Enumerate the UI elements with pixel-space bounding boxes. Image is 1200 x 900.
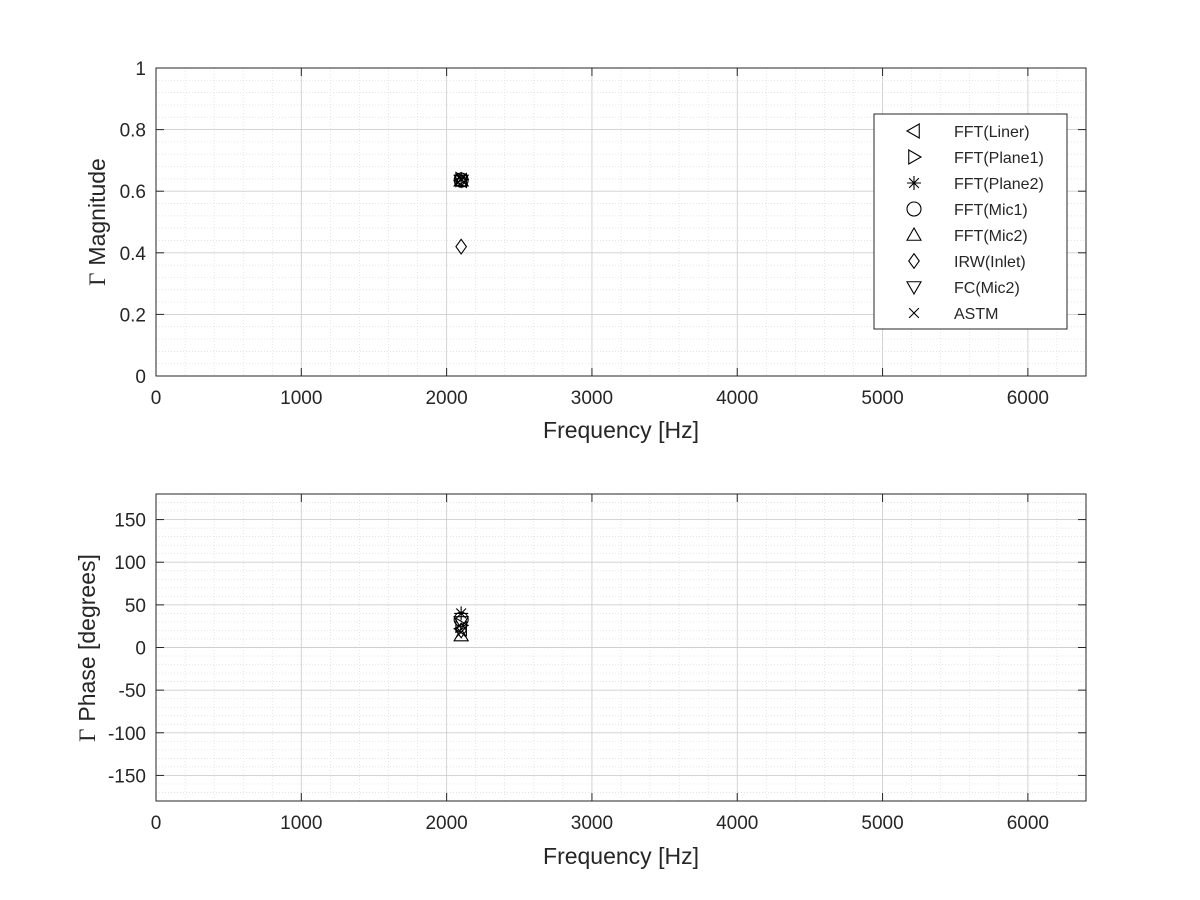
- y-axis-label: Γ Magnitude: [84, 158, 110, 286]
- x-tick-label: 0: [151, 813, 162, 834]
- y-tick-label: 0: [135, 639, 146, 660]
- legend-marker-x: [908, 307, 920, 319]
- x-tick-labels: 0 1000 2000 3000 4000 5000 6000: [151, 813, 1049, 834]
- data-point-triangle-right: [455, 617, 470, 634]
- data-point-triangle-down: [453, 174, 470, 189]
- legend-entry-label: FFT(Liner): [954, 124, 1030, 141]
- x-tick-label: 3000: [571, 813, 613, 834]
- legend-marker-diamond: [908, 252, 920, 270]
- data-point-x: [455, 174, 467, 186]
- data-point-asterisk: [454, 606, 469, 621]
- x-tick-label: 4000: [716, 813, 758, 834]
- legend-entry-label: FFT(Mic1): [954, 202, 1028, 219]
- y-tick-label: 100: [114, 553, 146, 574]
- data-markers: [453, 171, 470, 255]
- data-point-circle: [453, 611, 469, 627]
- x-tick-label: 5000: [861, 813, 903, 834]
- y-axis-text: Magnitude: [84, 158, 110, 265]
- y-tick-label: 150: [114, 511, 146, 532]
- x-tick-label: 5000: [861, 388, 903, 409]
- legend-marker-asterisk: [907, 176, 921, 190]
- legend-labels: FFT(Liner) FFT(Plane1) FFT(Plane2) FFT(Mic1…: [954, 124, 1044, 323]
- legend-marker-triangle-left: [905, 123, 920, 139]
- y-tick-label: 0.6: [120, 182, 146, 203]
- x-tick-label: 6000: [1007, 813, 1049, 834]
- legend: FFT(Liner) FFT(Plane1) FFT(Plane2) FFT(Mic1…: [873, 113, 1068, 330]
- y-tick-labels: -150 -100 -50 0 50 100 150: [108, 511, 146, 788]
- data-markers: [453, 606, 470, 642]
- x-tick-label: 2000: [425, 813, 467, 834]
- y-tick-label: 1: [135, 59, 146, 80]
- y-axis-symbol: Γ: [85, 273, 110, 286]
- y-tick-label: 50: [125, 596, 146, 617]
- legend-marker-triangle-right: [908, 149, 923, 165]
- data-point-diamond: [455, 238, 468, 255]
- legend-entry-label: FFT(Plane2): [954, 176, 1044, 193]
- x-tick-label: 4000: [716, 388, 758, 409]
- y-axis-symbol: Γ: [75, 729, 100, 742]
- legend-marker-triangle-up: [906, 226, 922, 241]
- y-tick-label: 0.2: [120, 305, 146, 326]
- legend-marker-triangle-down: [906, 281, 922, 296]
- data-point-triangle-down: [453, 616, 470, 631]
- legend-entry-label: FFT(Plane1): [954, 150, 1044, 167]
- legend-entry-label: IRW(Inlet): [954, 254, 1026, 271]
- y-tick-label: -150: [108, 766, 146, 787]
- data-point-x: [455, 626, 467, 638]
- phase-plot: 0 1000 2000 3000 4000 5000 6000 -150 -100 -50 0 50…: [74, 493, 1087, 869]
- x-tick-label: 6000: [1007, 388, 1049, 409]
- legend-entry-label: ASTM: [954, 306, 998, 323]
- x-tick-label: 1000: [280, 813, 322, 834]
- y-tick-label: 0.8: [120, 121, 146, 142]
- x-axis-label: Frequency [Hz]: [543, 843, 699, 869]
- tick-marks: [155, 67, 1086, 377]
- x-tick-labels: 0 1000 2000 3000 4000 5000 6000: [151, 388, 1049, 409]
- data-point-triangle-up: [453, 627, 470, 642]
- y-tick-label: -100: [108, 724, 146, 745]
- legend-marker-circle: [906, 201, 922, 217]
- legend-entry-label: FC(Mic2): [954, 280, 1020, 297]
- x-tick-label: 2000: [425, 388, 467, 409]
- legend-box: [873, 113, 1068, 330]
- y-tick-label: -50: [119, 681, 146, 702]
- x-tick-label: 1000: [280, 388, 322, 409]
- x-tick-label: 0: [151, 388, 162, 409]
- axes-box: [155, 67, 1087, 377]
- y-tick-label: 0: [135, 367, 146, 388]
- x-axis-label: Frequency [Hz]: [543, 417, 699, 443]
- legend-entry-label: FFT(Mic2): [954, 228, 1028, 245]
- legend-markers: [905, 123, 923, 319]
- magnitude-plot: 0 1000 2000 3000 4000 5000 6000 0 0.2 0.4 0.6 0.8 1…: [84, 59, 1087, 443]
- y-axis-text: Phase [degrees]: [74, 554, 100, 722]
- y-axis-label: Γ Phase [degrees]: [74, 554, 100, 742]
- x-tick-label: 3000: [571, 388, 613, 409]
- data-point-asterisk: [454, 171, 469, 186]
- tick-marks: [155, 494, 1086, 801]
- y-tick-labels: 0 0.2 0.4 0.6 0.8 1: [120, 59, 147, 388]
- y-tick-label: 0.4: [120, 244, 147, 265]
- data-point-triangle-up: [453, 172, 470, 187]
- major-grid: [155, 494, 1086, 801]
